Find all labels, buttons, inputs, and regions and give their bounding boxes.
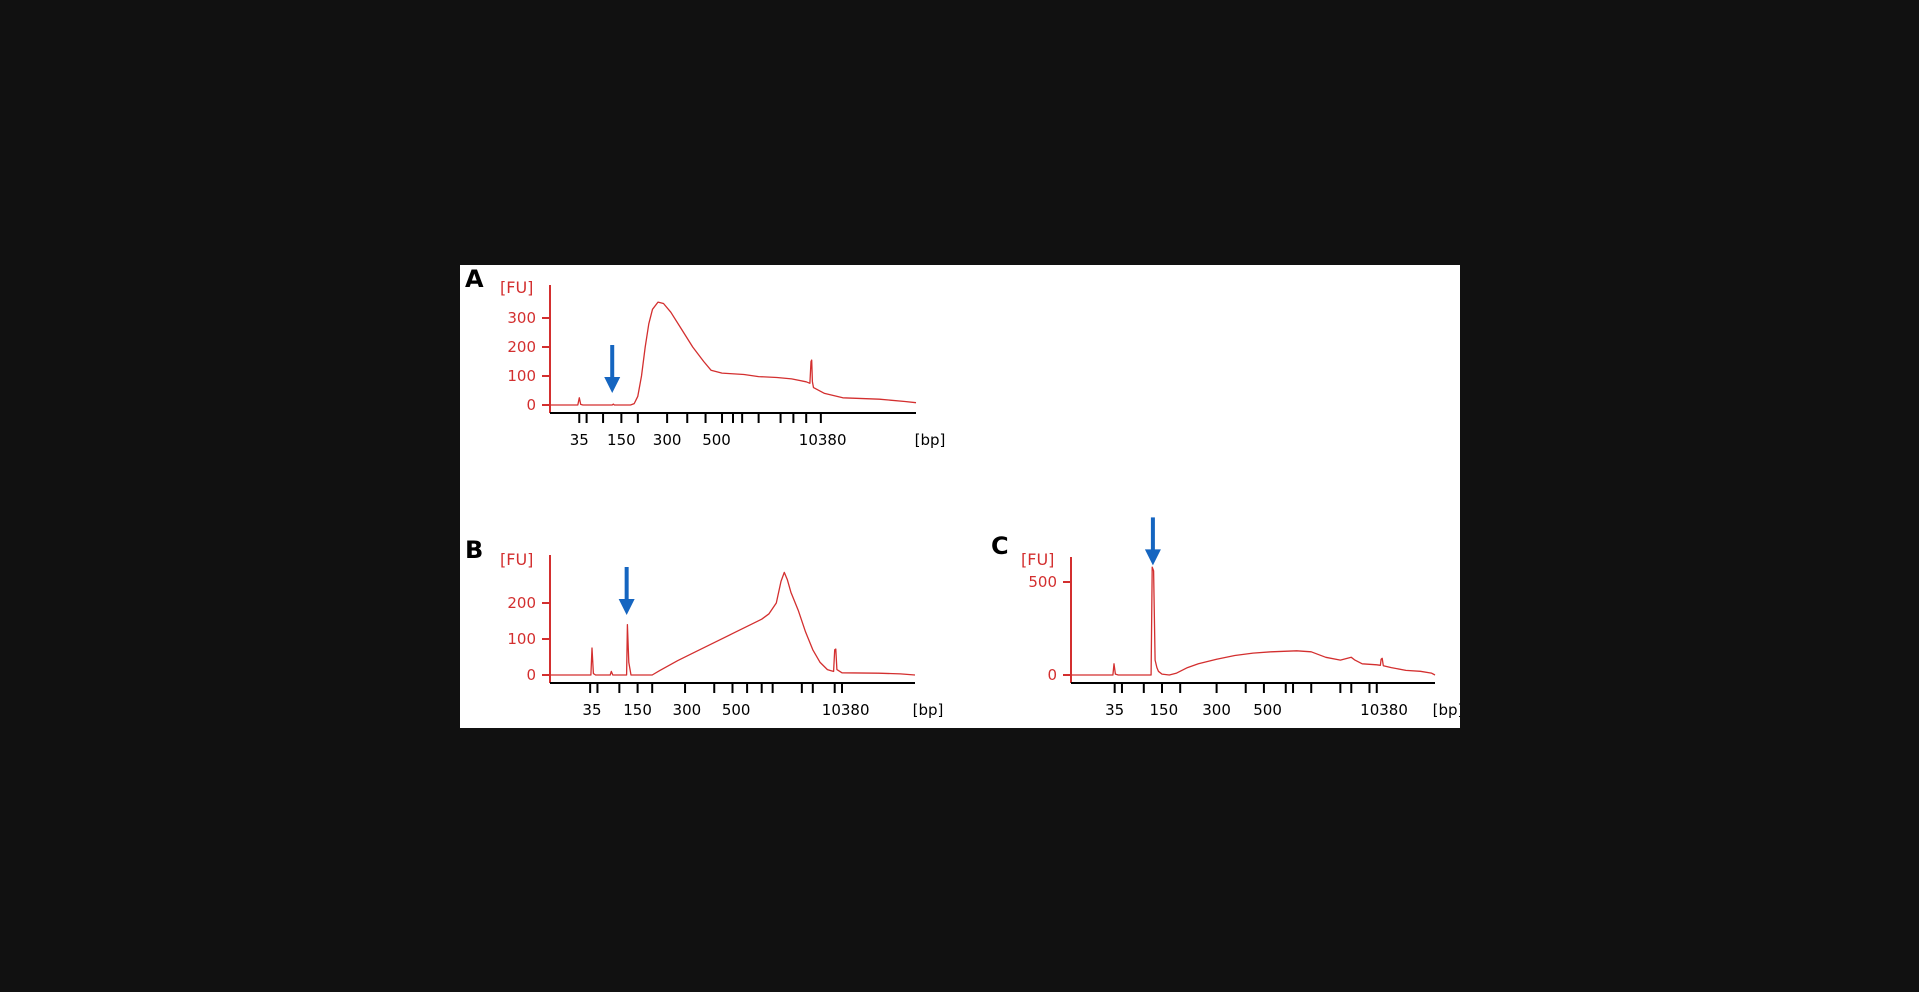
x-tick-label: 10380 [799, 431, 847, 449]
panel-label: C [991, 532, 1009, 560]
x-tick-label: 150 [1149, 701, 1178, 719]
panel-label: B [465, 536, 483, 564]
y-axis-unit-label: [FU] [1021, 550, 1054, 569]
x-tick-label: 10380 [1360, 701, 1408, 719]
x-tick-label: 35 [570, 431, 589, 449]
y-axis-unit-label: [FU] [500, 278, 533, 297]
x-tick-label: 500 [722, 701, 751, 719]
x-tick-label: 500 [1253, 701, 1282, 719]
x-tick-label: 150 [607, 431, 636, 449]
x-tick-label: 35 [582, 701, 601, 719]
y-axis-unit-label: [FU] [500, 550, 533, 569]
x-tick-label: 300 [673, 701, 702, 719]
x-tick-label: 35 [1105, 701, 1124, 719]
x-axis-unit-label: [bp] [915, 431, 946, 449]
x-tick-label: 300 [1202, 701, 1231, 719]
x-tick-label: 300 [653, 431, 682, 449]
chart-panel-c: C [FU] 0 500 35 150 300 500 10380 [bp] [991, 517, 1460, 719]
electropherogram-trace [550, 301, 917, 406]
arrow-down-icon [604, 377, 621, 393]
arrow-down-icon [618, 599, 635, 615]
x-tick-label: 10380 [822, 701, 870, 719]
arrow-down-icon [1144, 549, 1161, 566]
y-tick-label: 100 [507, 630, 536, 648]
x-axis-unit-label: [bp] [913, 701, 944, 719]
y-tick-label: 200 [507, 338, 536, 356]
x-axis-unit-label: [bp] [1433, 701, 1460, 719]
electropherogram-trace [550, 571, 916, 676]
y-tick-label: 300 [507, 309, 536, 327]
electropherogram-trace [1071, 566, 1436, 676]
x-tick-label: 500 [702, 431, 731, 449]
y-tick-label: 100 [507, 367, 536, 385]
y-tick-label: 200 [507, 594, 536, 612]
y-tick-label: 0 [526, 396, 536, 414]
figure-panel: A [FU] 0 100 200 300 35 150 300 500 10380 [bp] B [FU]… [460, 265, 1460, 728]
chart-panel-a: A [FU] 0 100 200 300 35 150 300 500 10380 [bp] [465, 265, 945, 449]
y-tick-label: 500 [1028, 573, 1057, 591]
x-tick-label: 150 [623, 701, 652, 719]
y-tick-label: 0 [526, 666, 536, 684]
chart-panel-b: B [FU] 0 100 200 35 150 300 500 10380 [bp] [465, 536, 943, 719]
figure-svg: A [FU] 0 100 200 300 35 150 300 500 10380 [bp] B [FU]… [465, 265, 1460, 719]
panel-label: A [465, 265, 484, 293]
y-tick-label: 0 [1047, 666, 1057, 684]
